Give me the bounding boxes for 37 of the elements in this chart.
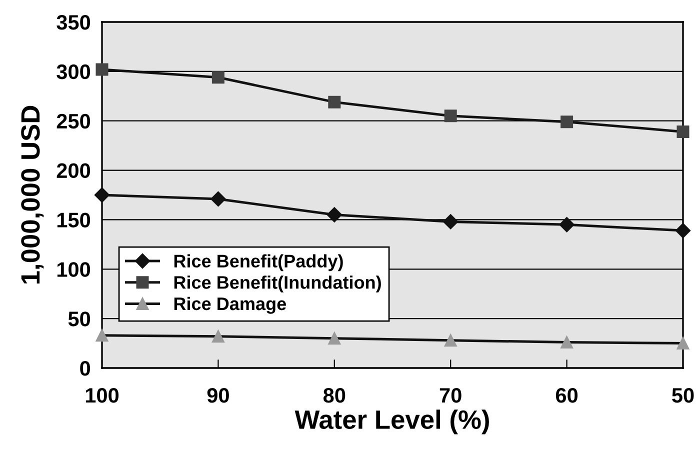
y-tick-label: 50 [68,312,90,326]
point [326,207,342,222]
point [443,214,458,230]
y-tick-label: 350 [56,15,90,30]
y-axis-title: 1,000,000 USD [21,106,44,284]
point [328,96,341,108]
point [96,63,108,76]
point [94,187,110,203]
y-tick-label: 150 [57,212,90,228]
point [676,125,690,138]
x-tick-label: 60 [556,388,578,403]
x-tick-label: 100 [86,388,119,403]
point [210,191,226,207]
x-tick-label: 80 [323,388,346,403]
point [212,71,224,84]
legend-label: Rice Benefit(Inundation) [174,276,381,292]
y-tick-label: 200 [56,163,90,178]
y-tick-label: 100 [57,262,90,277]
y-tick-label: 250 [56,114,90,129]
y-tick-label: 300 [56,64,90,80]
point [444,110,457,122]
x-axis-title: Water Level (%) [294,410,489,434]
point [96,329,108,342]
point [559,217,574,232]
x-tick-label: 90 [207,388,229,403]
point [560,116,574,128]
legend-label: Rice Benefit(Paddy) [174,254,343,272]
x-tick-label: 70 [440,388,462,403]
point [328,332,341,345]
point [212,330,224,343]
legend-label: Rice Damage [174,296,286,314]
point [675,223,691,238]
x-tick-label: 50 [672,388,694,403]
y-tick-label: 0 [80,361,90,376]
point [444,334,457,347]
point [560,336,574,349]
point [676,337,690,350]
